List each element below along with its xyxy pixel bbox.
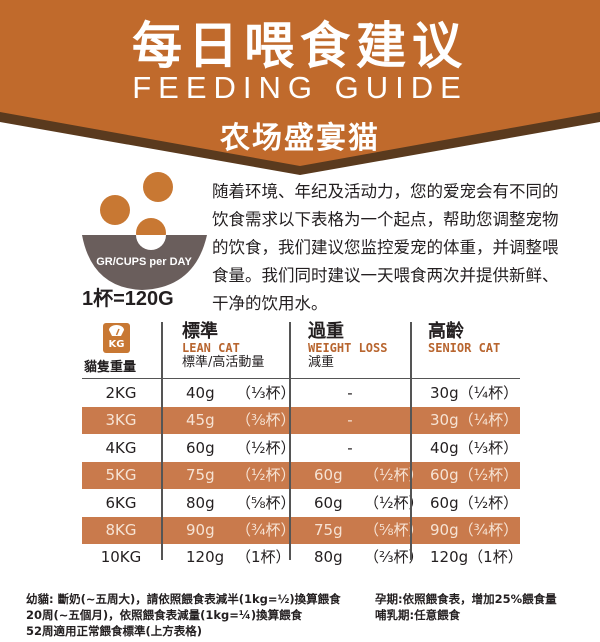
column-weight-loss: 過重 WEIGHT LOSS 減重 (308, 321, 388, 371)
senior-value: 60g（½杯） (430, 466, 519, 485)
table-row: 6KG 80g （⅝杯） 60g （½杯） 60g（½杯） (82, 490, 520, 517)
column-divider (289, 322, 291, 560)
senior-value: 60g（½杯） (430, 493, 519, 512)
lean-grams: 90g (186, 521, 215, 539)
weight-header: 貓隻重量 (84, 360, 137, 375)
cat-weight: 2KG (105, 384, 137, 402)
senior-value: 30g（¼杯） (430, 384, 519, 402)
lean-grams: 45g (186, 411, 215, 430)
lean-cups: （½杯） (236, 466, 296, 485)
loss-grams: 75g (314, 521, 343, 539)
loss-grams: 80g (314, 548, 343, 567)
cat-weight: 6KG (105, 493, 137, 512)
column-divider (161, 322, 163, 560)
header-banner (0, 0, 600, 175)
lean-cups: （⅓杯） (236, 384, 296, 402)
senior-value: 90g（¾杯） (430, 521, 519, 539)
lean-grams: 80g (186, 493, 215, 512)
cat-weight: 3KG (105, 411, 137, 430)
lean-grams: 75g (186, 466, 215, 485)
title-cn: 每日喂食建议 (132, 17, 468, 75)
lean-cups: （⅝杯） (236, 493, 296, 512)
loss-cups: （⅝杯） (364, 521, 424, 539)
lean-cups: （⅜杯） (236, 411, 296, 430)
intro-text: 随着环境、年纪及活动力，您的爱宠会有不同的饮食需求以下表格为一个起点，帮助您调整… (212, 182, 559, 313)
cup-conversion: 1杯=120G (82, 288, 174, 310)
lean-grams: 120g (186, 548, 225, 567)
senior-value: 30g（¼杯） (430, 411, 519, 430)
scale-icon: KG (103, 323, 130, 353)
cat-weight: 4KG (105, 438, 137, 457)
cat-weight: 10KG (100, 548, 142, 567)
title-en: FEEDING GUIDE (132, 70, 468, 105)
table-row: 4KG 60g （½杯） - 40g（⅓杯） (82, 435, 520, 462)
kitten-notes: 幼貓: 斷奶(~五周大)，請依照餵食表減半(1kg=½)換算餵食 20周(~五個月… (26, 592, 341, 638)
loss-value: - (347, 384, 353, 402)
senior-value: 120g（1杯） (430, 548, 523, 567)
loss-cups: （⅔杯） (364, 548, 424, 567)
lean-cups: （1杯） (236, 548, 291, 567)
pregnancy-notes: 孕期:依照餵食表，增加25%餵食量 哺乳期:任意餵食 (375, 592, 557, 622)
column-lean: 標準 LEAN CAT 標準/高活動量 (182, 321, 265, 371)
table-row: 8KG 90g （¾杯） 75g （⅝杯） 90g（¾杯） (82, 517, 520, 544)
loss-cups: （½杯） (364, 493, 424, 512)
column-senior: 高齡 SENIOR CAT (428, 321, 501, 355)
header-divider (82, 378, 520, 379)
lean-grams: 40g (186, 384, 215, 402)
lean-cups: （¾杯） (236, 521, 296, 539)
table-row: 2KG 40g （⅓杯） - 30g（¼杯） (82, 380, 520, 407)
senior-value: 40g（⅓杯） (430, 438, 519, 457)
product-name: 农场盛宴猫 (220, 121, 380, 156)
column-divider (410, 322, 412, 560)
table-row: 3KG 45g （⅜杯） - 30g（¼杯） (82, 407, 520, 435)
lean-grams: 60g (186, 438, 215, 457)
table-row: 10KG 120g （1杯） 80g （⅔杯） 120g（1杯） (82, 544, 523, 571)
loss-value: - (347, 438, 353, 457)
cat-weight: 8KG (105, 521, 137, 539)
table-row: 5KG 75g （½杯） 60g （½杯） 60g（½杯） (82, 462, 520, 490)
loss-grams: 60g (314, 466, 343, 485)
loss-grams: 60g (314, 493, 343, 512)
lean-cups: （½杯） (236, 438, 296, 457)
bowl-icon: GR/CUPS per DAY (82, 172, 207, 290)
bowl-label: GR/CUPS per DAY (96, 256, 192, 268)
loss-cups: （½杯） (364, 466, 424, 485)
loss-value: - (347, 411, 353, 430)
cat-weight: 5KG (105, 466, 137, 485)
